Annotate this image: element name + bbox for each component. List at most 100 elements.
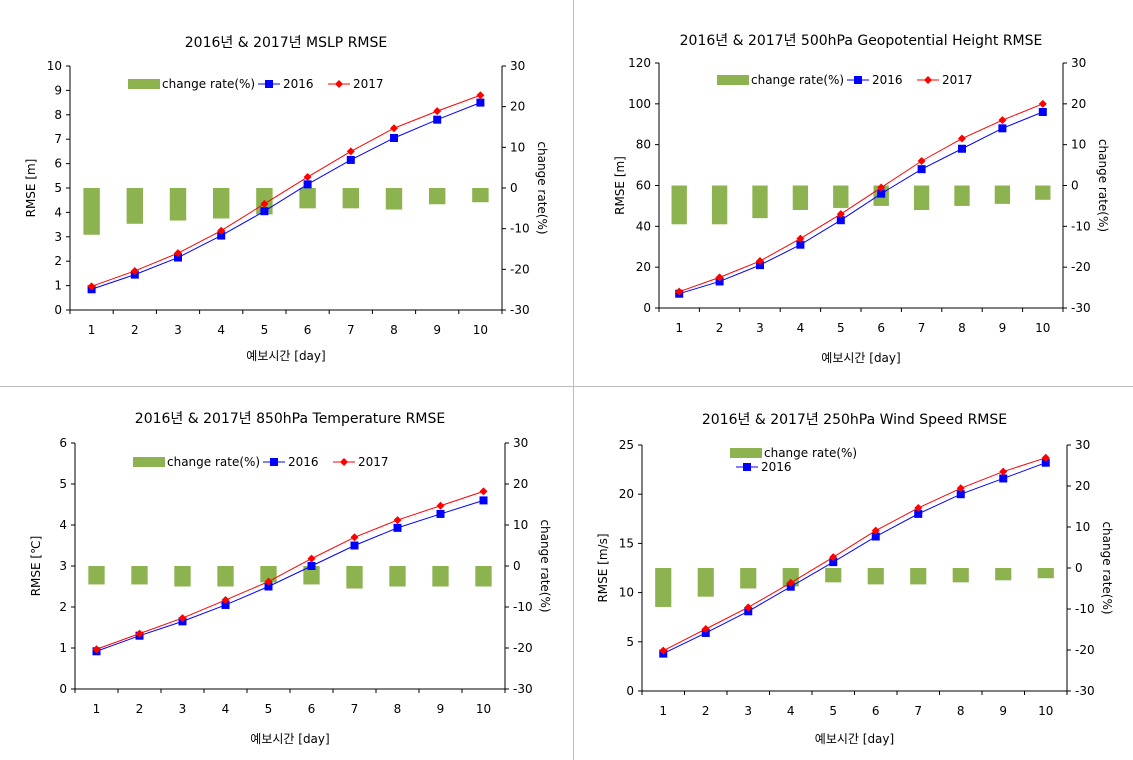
point-2016 xyxy=(999,474,1008,483)
y-tick-label: 80 xyxy=(636,138,651,152)
point-2016 xyxy=(836,216,845,225)
point-2017 xyxy=(914,503,923,512)
change-rate-bar xyxy=(913,185,930,210)
chart-title: 2016년 & 2017년 850hPa Temperature RMSE xyxy=(135,411,445,427)
y-tick-label: 5 xyxy=(54,181,62,195)
point-2017 xyxy=(436,501,445,510)
y2-tick-label: -20 xyxy=(1071,260,1091,274)
point-2016 xyxy=(958,144,966,153)
x-axis-label: 예보시간 [day] xyxy=(246,349,325,363)
chart-title: 2016년 & 2017년 MSLP RMSE xyxy=(185,35,387,51)
y2-tick-label: 0 xyxy=(513,559,521,573)
y-tick-label: 8 xyxy=(54,108,62,122)
y2-tick-label: 10 xyxy=(510,140,525,154)
change-rate-bar xyxy=(792,185,809,210)
point-2016 xyxy=(829,558,838,567)
legend-marker xyxy=(743,463,751,471)
change-rate-bar xyxy=(428,188,446,205)
chart-svg: 2016년 & 2017년 850hPa Temperature RMSE 0 1 2… xyxy=(29,411,552,746)
point-2016 xyxy=(998,124,1007,133)
y2-tick-label: -20 xyxy=(510,262,530,276)
change-rate-bar xyxy=(126,188,144,224)
change-rate-bar xyxy=(740,568,757,589)
point-2017 xyxy=(92,645,101,654)
y2-tick-label: 0 xyxy=(510,181,518,195)
y2-tick-label: -30 xyxy=(513,682,533,696)
point-2017 xyxy=(1041,453,1050,462)
y-tick-label: 2 xyxy=(59,600,67,614)
x-tick-label: 5 xyxy=(261,323,269,337)
legend-swatch-bar xyxy=(730,448,762,458)
y2-tick-label: 0 xyxy=(1075,561,1083,575)
point-2016 xyxy=(479,496,488,505)
series-line-2016 xyxy=(96,499,484,652)
legend-label: 2016 xyxy=(288,455,319,469)
point-2016 xyxy=(877,189,886,198)
x-tick-label: 7 xyxy=(918,321,926,335)
change-rate-bar xyxy=(346,566,363,589)
change-rate-bar xyxy=(833,185,849,208)
y2-tick-label: 20 xyxy=(513,477,528,491)
x-tick-label: 10 xyxy=(476,702,491,716)
change-rate-bar xyxy=(83,188,100,235)
point-2016 xyxy=(476,98,485,107)
point-2016 xyxy=(346,155,355,164)
point-2017 xyxy=(479,487,488,496)
x-axis-label: 예보시간 [day] xyxy=(250,732,329,746)
y-tick-label: 3 xyxy=(54,230,62,244)
y-tick-label: 0 xyxy=(643,301,651,315)
series-line-2017 xyxy=(663,457,1046,652)
point-2017 xyxy=(877,183,886,192)
legend-label: 2016 xyxy=(283,77,314,91)
chart-panel-geopotential: 2016년 & 2017년 500hPa Geopotential Height… xyxy=(574,0,1133,386)
legend: change rate(%) 2016 2017 xyxy=(717,73,973,87)
y-axis-label: RMSE [m] xyxy=(613,156,627,215)
y-axis-label: RMSE [℃] xyxy=(29,536,43,597)
x-tick-label: 3 xyxy=(744,704,752,718)
point-2017 xyxy=(829,553,838,562)
x-tick-label: 2 xyxy=(136,702,144,716)
legend-marker xyxy=(854,76,862,84)
legend-marker xyxy=(265,80,273,88)
legend-label: 2016 xyxy=(761,460,792,474)
x-tick-label: 1 xyxy=(675,321,683,335)
point-2016 xyxy=(756,261,764,270)
series-line-2017 xyxy=(679,103,1043,293)
y-tick-label: 0 xyxy=(54,303,62,317)
legend-label: 2017 xyxy=(353,77,384,91)
series-line-2017 xyxy=(96,490,484,650)
point-2017 xyxy=(174,249,182,258)
x-tick-label: 9 xyxy=(999,321,1007,335)
change-rate-bar xyxy=(212,188,230,219)
series-line-2017 xyxy=(91,94,481,287)
y2-tick-label: -10 xyxy=(1071,219,1091,233)
point-2016 xyxy=(917,165,926,174)
y-tick-label: 4 xyxy=(54,205,62,219)
y-tick-label: 6 xyxy=(54,157,62,171)
legend-marker xyxy=(270,458,278,466)
point-2017 xyxy=(221,596,230,605)
change-rate-bar xyxy=(131,566,148,585)
x-tick-label: 6 xyxy=(872,704,880,718)
y-tick-label: 20 xyxy=(636,260,651,274)
change-rate-bar xyxy=(88,566,105,585)
y2-tick-label: -10 xyxy=(513,600,533,614)
legend-marker xyxy=(335,80,343,88)
point-2016 xyxy=(217,231,226,240)
y-axis-label: RMSE [m/s] xyxy=(596,533,610,602)
x-tick-label: 4 xyxy=(217,323,225,337)
chart-panel-mslp: 2016년 & 2017년 MSLP RMSE 0 1 2 3 4 5 6 7 8 9 10 -30 -2… xyxy=(0,0,573,386)
point-2016 xyxy=(796,240,805,249)
chart-title: 2016년 & 2017년 500hPa Geopotential Height… xyxy=(680,33,1043,49)
change-rate-bar xyxy=(752,185,768,219)
y-tick-label: 2 xyxy=(54,254,62,268)
x-axis-label: 예보시간 [day] xyxy=(815,732,894,746)
change-rate-bar xyxy=(432,566,449,587)
point-2016 xyxy=(264,582,273,591)
change-rate-bar xyxy=(697,568,714,597)
change-rate-bar xyxy=(303,566,320,585)
y-tick-label: 3 xyxy=(59,559,67,573)
horizontal-divider xyxy=(0,386,1133,387)
point-2016 xyxy=(350,541,359,550)
change-rate-bar xyxy=(342,188,360,209)
